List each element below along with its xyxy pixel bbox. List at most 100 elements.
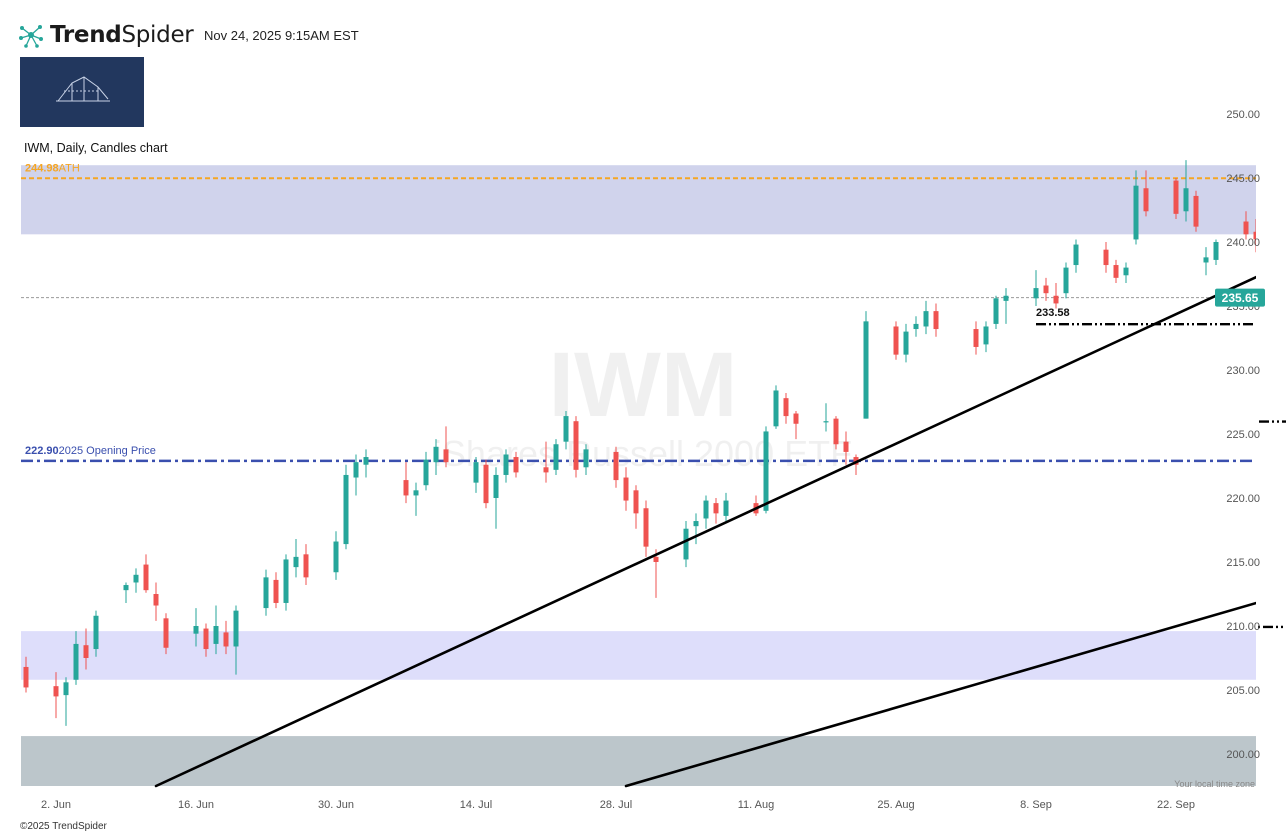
candle-body	[783, 398, 789, 417]
candle-body	[193, 626, 199, 634]
y-tick-label: 225.00	[1226, 429, 1260, 441]
candle-body	[1203, 257, 1209, 263]
y-tick-label: 215.00	[1226, 557, 1260, 569]
brand-name: TrendSpider	[50, 22, 194, 48]
last-price-value: 235.65	[1222, 291, 1259, 305]
candle-body	[93, 615, 99, 650]
watermark-name: iShares Russell 2000 ETF	[434, 433, 852, 474]
candle-body	[1143, 188, 1149, 212]
candle-body	[1073, 244, 1079, 266]
x-tick-label: 22. Sep	[1157, 799, 1195, 811]
x-tick-label: 30. Jun	[318, 799, 354, 811]
candle-body	[1274, 209, 1279, 224]
candle-body	[123, 585, 129, 591]
hline-label-level-233: 233.58	[1036, 307, 1070, 319]
zone-bottom	[21, 736, 1256, 786]
candle-body	[203, 628, 209, 650]
candle-body	[573, 421, 579, 470]
last-price-tag	[1215, 288, 1265, 307]
hline-label-opening: 222.902025 Opening Price	[25, 445, 156, 457]
watermark-symbol: IWM	[548, 334, 737, 436]
x-tick-label: 16. Jun	[178, 799, 214, 811]
chart-timestamp: Nov 24, 2025 9:15AM EST	[204, 28, 359, 43]
candle-body	[1123, 267, 1129, 276]
candle-body	[933, 311, 939, 330]
candle-body	[723, 500, 729, 516]
candle-body	[23, 666, 29, 688]
x-tick-label: 14. Jul	[460, 799, 492, 811]
candle-body	[353, 462, 359, 478]
x-tick-label: 11. Aug	[738, 799, 775, 811]
candle-body	[693, 521, 699, 527]
hline-label-ath: 244.98ATH	[25, 162, 80, 174]
time-zone-note: Your local time zone	[1174, 779, 1255, 789]
y-tick-label: 230.00	[1226, 365, 1260, 377]
y-tick-label: 205.00	[1226, 685, 1260, 697]
candle-body	[413, 490, 419, 496]
chart-description: IWM, Daily, Candles chart	[24, 141, 168, 155]
candle-body	[233, 610, 239, 647]
brand-logo: TrendSpider	[18, 20, 194, 50]
candle-body	[223, 632, 229, 647]
candle-body	[303, 554, 309, 578]
candle-body	[1193, 195, 1199, 227]
candle-body	[163, 618, 169, 648]
thumbnail-chart-icon	[56, 76, 110, 102]
candle-body	[1053, 295, 1059, 304]
candle-body	[263, 577, 269, 609]
candle-body	[613, 451, 619, 481]
zone-resistance	[21, 165, 1256, 235]
candle-body	[713, 503, 719, 514]
candle-body	[433, 446, 439, 463]
candle-body	[633, 490, 639, 514]
candle-body	[333, 541, 339, 573]
candle-body	[843, 441, 849, 452]
candle-body	[993, 298, 999, 324]
copyright-note: ©2025 TrendSpider	[20, 821, 107, 832]
x-tick-label: 2. Jun	[41, 799, 71, 811]
candle-body	[763, 431, 769, 511]
candle-body	[403, 480, 409, 496]
candle-body	[1173, 180, 1179, 214]
candle-body	[1003, 295, 1009, 301]
y-tick-label: 245.00	[1226, 173, 1260, 185]
chart-thumbnail	[20, 57, 144, 127]
candle-body	[143, 564, 149, 591]
candle-body	[133, 574, 139, 583]
candle-body	[653, 556, 659, 562]
candle-body	[923, 311, 929, 327]
candle-body	[14, 664, 19, 690]
candle-body	[973, 329, 979, 347]
candle-body	[63, 682, 69, 696]
candle-body	[483, 464, 489, 504]
candle-body	[793, 413, 799, 424]
candle-body	[273, 579, 279, 603]
candle-body	[423, 459, 429, 486]
y-tick-label: 240.00	[1226, 237, 1260, 249]
candle-body	[1043, 285, 1049, 294]
trendlines-group	[154, 275, 1256, 788]
candle-body	[1063, 267, 1069, 294]
candle-body	[643, 508, 649, 547]
candle-body	[53, 686, 59, 697]
candle-body	[493, 474, 499, 498]
candle-body	[863, 321, 869, 419]
candle-body	[553, 444, 559, 470]
candle-body	[1213, 242, 1219, 260]
candle-body	[563, 416, 569, 442]
candle-body	[1033, 288, 1039, 299]
candle-body	[623, 477, 629, 501]
candle-body	[1113, 265, 1119, 278]
candle-body	[443, 449, 449, 463]
candle-body	[833, 418, 839, 445]
candle-body	[1133, 185, 1139, 240]
candle-body	[543, 467, 549, 473]
x-tick-label: 28. Jul	[600, 799, 632, 811]
y-tick-label: 210.00	[1226, 621, 1260, 633]
candle-body	[153, 594, 159, 606]
candle-body	[773, 390, 779, 427]
candle-body	[343, 474, 349, 545]
candle-body	[283, 559, 289, 603]
y-tick-label: 200.00	[1226, 749, 1260, 761]
